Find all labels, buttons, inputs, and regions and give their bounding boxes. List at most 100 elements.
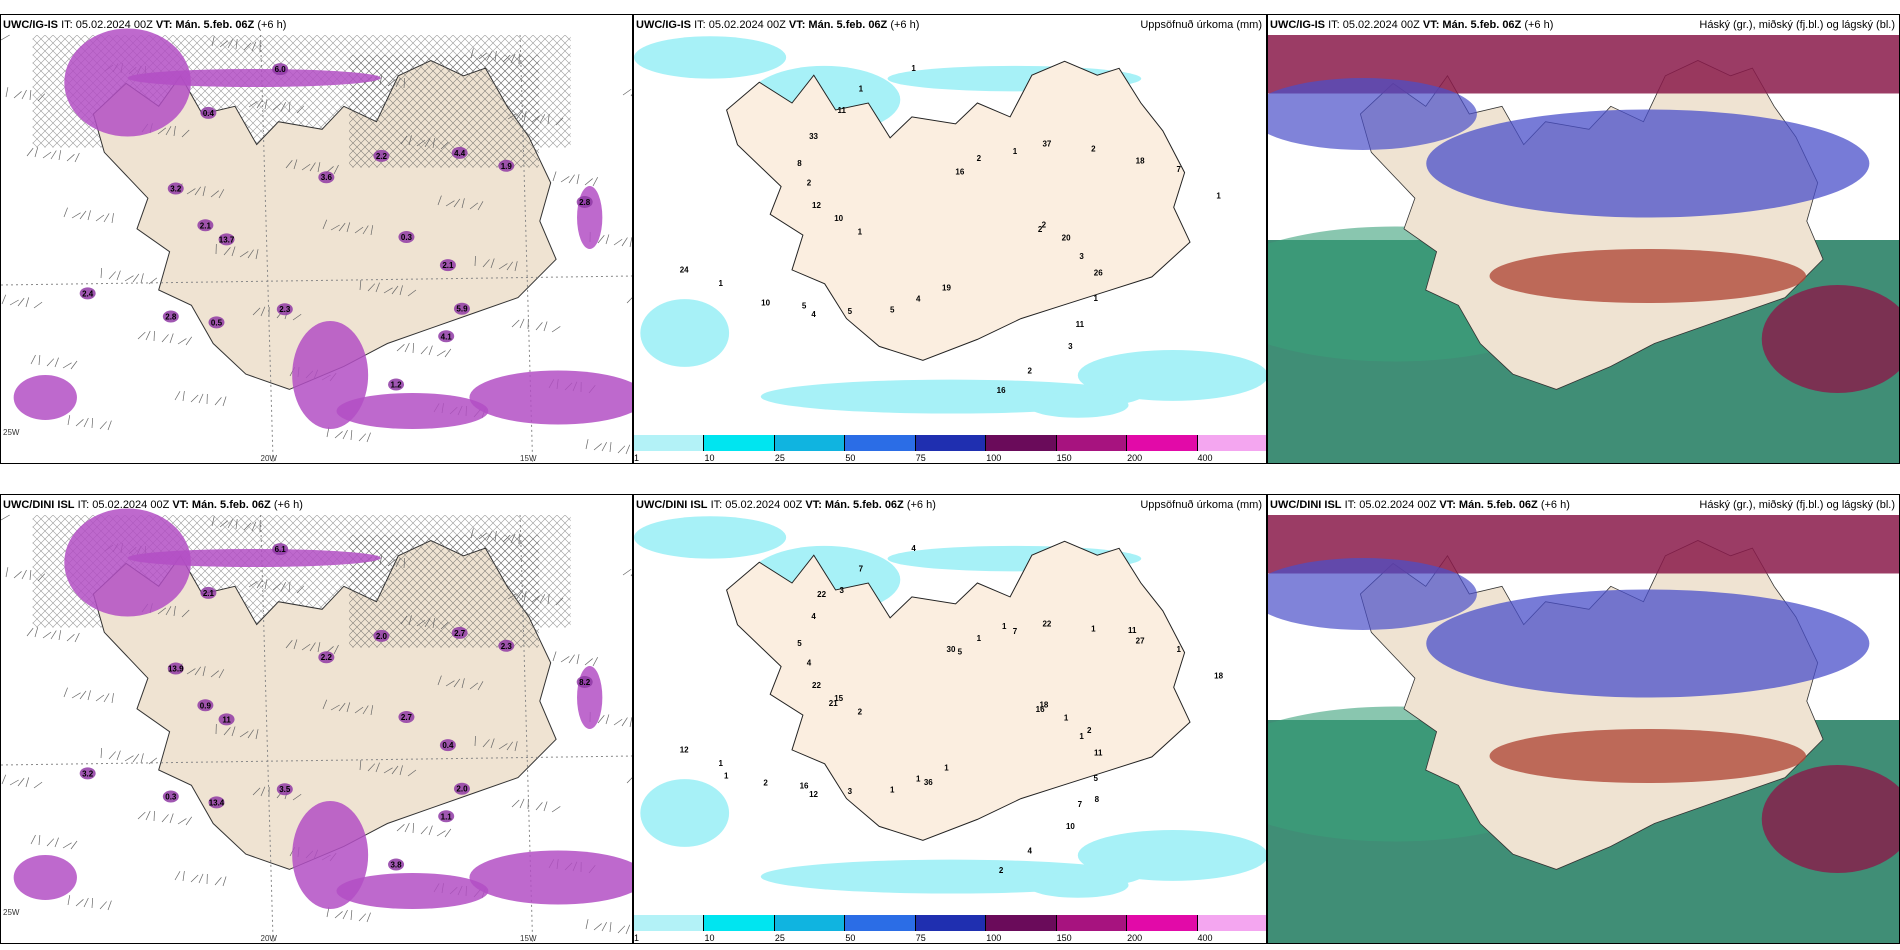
wind-barb — [367, 283, 376, 292]
wind-barb — [264, 579, 268, 590]
wind-barb — [25, 297, 30, 308]
wind-barb — [412, 822, 415, 834]
legend-swatch — [1056, 435, 1128, 451]
wind-barb — [396, 344, 405, 352]
wind-barb — [424, 618, 431, 628]
legend-tick: 150 — [1056, 933, 1072, 943]
legend-swatch — [1197, 435, 1266, 451]
wind-barb — [416, 139, 426, 147]
wind-barb — [70, 360, 78, 370]
wind-barb — [34, 147, 39, 158]
panel-title: UWC/DINI ISL IT: 05.02.2024 00Z VT: Mán.… — [1270, 499, 1570, 511]
wind-barb — [626, 777, 632, 784]
label-blob — [79, 287, 96, 300]
wind-barb — [74, 152, 80, 163]
precip-value-label: 5 — [848, 307, 853, 316]
precip-value-label: 1 — [1091, 624, 1096, 633]
wind-barb — [420, 346, 428, 355]
label-text: 5.9 — [456, 305, 468, 314]
wind-barb — [494, 51, 497, 62]
wind-barb — [440, 621, 449, 630]
wind-barb — [21, 89, 27, 100]
graticule — [519, 514, 534, 943]
wind-barb — [399, 285, 403, 296]
label-blob — [398, 711, 415, 723]
precip-value-label: 10 — [1066, 822, 1075, 831]
label-text: 8.2 — [579, 678, 591, 687]
label-text: 2.1 — [203, 589, 215, 598]
wind-barb — [474, 735, 476, 747]
wind-barb — [219, 520, 228, 528]
legend-tick: 50 — [845, 453, 856, 463]
label-blob — [162, 790, 179, 803]
label-text: 3.2 — [170, 185, 182, 194]
legend-swatch — [986, 435, 1057, 451]
value-label: 3.2 — [79, 767, 96, 780]
precip-value-label: 11 — [1094, 748, 1103, 757]
wind-barb — [498, 263, 508, 270]
value-label: 13.4 — [208, 796, 225, 809]
wind-barb — [367, 763, 376, 772]
wind-barb — [359, 280, 362, 291]
label-blob — [318, 171, 335, 184]
label-text: 13.4 — [209, 798, 225, 807]
wind-barb — [239, 731, 249, 738]
wind-barb — [519, 318, 525, 329]
precip-area — [13, 855, 77, 900]
precip-value-label: 2 — [1042, 220, 1047, 229]
value-label: 13.7 — [218, 233, 235, 246]
label-blob — [276, 303, 293, 316]
wind-barb — [256, 99, 263, 109]
wind-barb — [617, 445, 626, 454]
label-blob — [167, 662, 184, 675]
wind-barb — [161, 334, 169, 343]
wind-barb — [510, 53, 516, 64]
wind-barb — [539, 594, 546, 604]
wind-barb — [222, 876, 227, 887]
wind-barb — [248, 101, 258, 108]
precip-value-label: 1 — [1013, 147, 1018, 156]
value-label: 1.2 — [388, 378, 405, 391]
wind-barb — [507, 593, 517, 600]
precip-value-label: 2 — [999, 866, 1004, 875]
wind-barb — [511, 319, 520, 328]
wind-barb — [621, 717, 628, 727]
wind-barb — [625, 444, 631, 455]
wind-barb — [190, 394, 199, 403]
wind-barb — [605, 714, 610, 725]
wind-barb — [211, 36, 215, 47]
wind-barb — [37, 93, 46, 102]
wind-barb — [70, 840, 78, 850]
precip-value-label: 4 — [1027, 846, 1032, 855]
legend-tick: 150 — [1056, 453, 1072, 463]
legend-tick: 100 — [986, 453, 1002, 463]
wind-barb — [108, 271, 116, 280]
label-text: 3.2 — [82, 769, 94, 778]
wind-precip-map-row2: UWC/DINI ISL IT: 05.02.2024 00Z VT: Mán.… — [0, 494, 633, 944]
wind-barb — [400, 135, 408, 145]
wind-barb — [30, 354, 36, 365]
precip-value-label: 1 — [1093, 294, 1098, 303]
wind-barb — [523, 591, 527, 602]
precip-legend: 1 10 25 50 75 100 150 200 400 — [634, 915, 1266, 943]
precip-value-label: 1 — [859, 85, 864, 94]
wind-barb — [174, 391, 181, 401]
wind-barb — [461, 198, 465, 209]
wind-barb — [469, 682, 479, 690]
label-blob — [197, 219, 214, 232]
precip-value-label: 12 — [680, 746, 689, 755]
precip-value-label: 7 — [1078, 800, 1083, 809]
wind-barb — [296, 585, 305, 594]
precip-value-label: 22 — [817, 590, 826, 599]
precip-value-label: 3 — [848, 787, 853, 796]
precip-value-label: 10 — [761, 299, 770, 308]
label-text: 4.1 — [441, 332, 453, 341]
wind-barb — [502, 534, 511, 543]
wind-barb — [165, 606, 172, 616]
wind-barb — [440, 141, 449, 150]
wind-barb — [478, 52, 488, 60]
precip-value-label: 18 — [1136, 157, 1145, 166]
wind-barb — [605, 234, 610, 245]
wind-barb — [601, 922, 608, 932]
wind-barb — [21, 569, 27, 580]
